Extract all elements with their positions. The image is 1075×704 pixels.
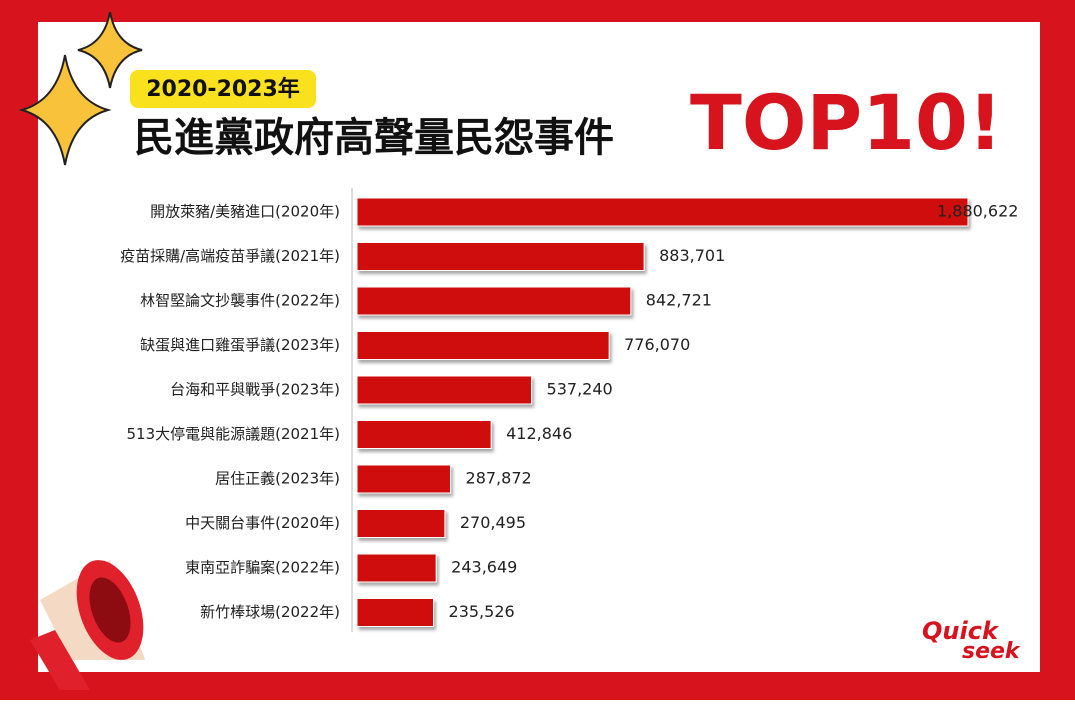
- value-label: 537,240: [547, 380, 613, 399]
- value-label: 270,495: [460, 513, 526, 532]
- badge-bg: [130, 70, 316, 108]
- value-label: 1,880,622: [937, 202, 1018, 221]
- category-label: 513大停電與能源議題(2021年): [126, 425, 340, 443]
- logo-line2: seek: [962, 639, 1021, 664]
- megaphone: [30, 560, 145, 690]
- value-label: 235,526: [449, 602, 515, 621]
- value-label: 883,701: [659, 246, 725, 265]
- category-label: 新竹棒球場(2022年): [200, 603, 340, 621]
- bar: [356, 197, 969, 227]
- value-label: 243,649: [451, 558, 517, 577]
- category-label: 台海和平與戰爭(2023年): [170, 381, 340, 399]
- bar: [356, 598, 435, 627]
- category-label: 東南亞詐騙案(2022年): [185, 559, 340, 577]
- category-label: 缺蛋與進口雞蛋爭議(2023年): [140, 336, 340, 354]
- highlight: TOP10!: [690, 78, 1003, 167]
- value-label: 776,070: [624, 335, 690, 354]
- bar: [356, 464, 452, 494]
- sparkle: [18, 54, 112, 166]
- bar: [356, 331, 610, 360]
- bar: [356, 420, 492, 449]
- bar: [356, 242, 645, 271]
- bar: [356, 286, 632, 316]
- value-label: 842,721: [646, 291, 712, 310]
- bar: [356, 553, 437, 583]
- category-label: 疫苗採購/高端疫苗爭議(2021年): [120, 247, 340, 265]
- category-label: 開放萊豬/美豬進口(2020年): [150, 203, 340, 221]
- category-label: 中天關台事件(2020年): [185, 514, 340, 532]
- sparkle: [77, 11, 143, 89]
- logo-line1: Quick: [922, 617, 1000, 645]
- bar: [356, 509, 446, 538]
- chart-title: 民進黨政府高聲量民怨事件: [134, 115, 614, 161]
- bar: [356, 375, 533, 405]
- value-label: 287,872: [466, 469, 532, 488]
- value-label: 412,846: [506, 424, 572, 443]
- badge: 2020-2023年: [146, 76, 300, 102]
- category-label: 居住正義(2023年): [215, 470, 340, 488]
- category-label: 林智堅論文抄襲事件(2022年): [140, 292, 340, 310]
